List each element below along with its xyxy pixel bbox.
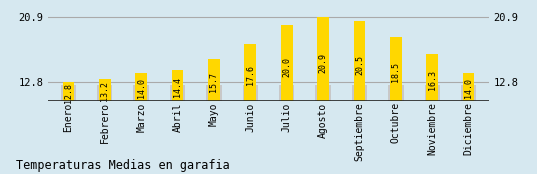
Bar xyxy=(390,37,402,101)
Bar xyxy=(97,85,112,101)
Bar xyxy=(281,25,293,101)
Bar xyxy=(172,70,183,101)
Text: 18.5: 18.5 xyxy=(391,62,401,82)
Bar xyxy=(170,85,185,101)
Text: 17.6: 17.6 xyxy=(246,65,255,85)
Text: 20.0: 20.0 xyxy=(282,57,291,77)
Text: Temperaturas Medias en garafia: Temperaturas Medias en garafia xyxy=(16,159,230,172)
Bar xyxy=(61,85,76,101)
Bar xyxy=(244,44,256,101)
Bar xyxy=(208,59,220,101)
Text: 14.4: 14.4 xyxy=(173,77,182,97)
Bar xyxy=(315,85,331,101)
Bar xyxy=(425,85,440,101)
Text: 20.9: 20.9 xyxy=(318,53,328,73)
Text: 15.7: 15.7 xyxy=(209,72,219,92)
Bar xyxy=(388,85,403,101)
Bar xyxy=(426,54,438,101)
Text: 16.3: 16.3 xyxy=(428,70,437,90)
Text: 20.5: 20.5 xyxy=(355,55,364,75)
Bar xyxy=(463,73,475,101)
Bar xyxy=(134,85,149,101)
Text: 13.2: 13.2 xyxy=(100,81,109,101)
Bar xyxy=(317,17,329,101)
Bar xyxy=(461,85,476,101)
Bar xyxy=(243,85,258,101)
Text: 14.0: 14.0 xyxy=(136,78,146,98)
Bar xyxy=(206,85,222,101)
Bar xyxy=(135,73,147,101)
Bar xyxy=(352,85,367,101)
Bar xyxy=(354,21,365,101)
Bar xyxy=(99,79,111,101)
Text: 14.0: 14.0 xyxy=(464,78,473,98)
Text: 12.8: 12.8 xyxy=(64,83,73,103)
Bar xyxy=(62,82,74,101)
Bar xyxy=(279,85,294,101)
